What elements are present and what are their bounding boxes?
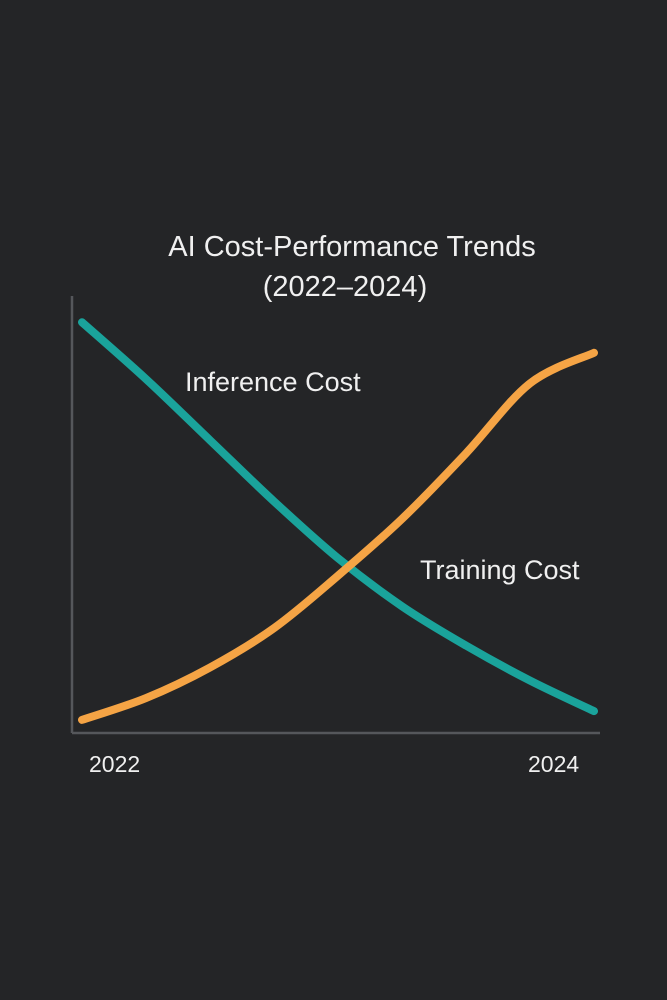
series-layer (78, 318, 598, 724)
series-label-inference-cost: Inference Cost (185, 367, 361, 397)
series-line-training-cost (78, 348, 598, 724)
chart-title: AI Cost-Performance Trends (168, 231, 535, 263)
x-tick-label-2022: 2022 (89, 751, 140, 777)
x-tick-label-2024: 2024 (528, 751, 579, 777)
series-line-inference-cost (78, 318, 598, 716)
series-label-training-cost: Training Cost (420, 555, 580, 585)
chart-subtitle: (2022–2024) (263, 271, 427, 303)
